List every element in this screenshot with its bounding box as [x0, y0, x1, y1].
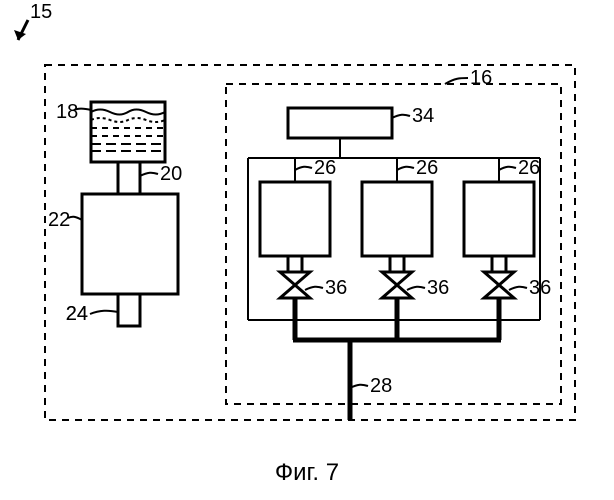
label-24: 24	[66, 303, 88, 325]
valve-b: 36	[382, 256, 449, 299]
label-26a: 26	[314, 157, 336, 179]
label-15: 15	[30, 1, 52, 23]
valve-a: 36	[280, 256, 347, 299]
figure-caption: Фиг. 7	[275, 459, 339, 486]
block-c: 26	[464, 157, 540, 256]
reservoir: 18	[56, 101, 165, 162]
label-20: 20	[160, 163, 182, 185]
label-16: 16	[470, 67, 492, 89]
label-26c: 26	[518, 157, 540, 179]
label-26b: 26	[416, 157, 438, 179]
valve-c: 36	[484, 256, 551, 299]
outlet-24: 24 24	[66, 294, 140, 326]
label-22: 22	[48, 209, 70, 231]
block-a: 26	[260, 157, 336, 256]
block-b: 26	[362, 157, 438, 256]
outer-enclosure	[45, 65, 575, 420]
label-36a: 36	[325, 277, 347, 299]
pipe-20: 20	[118, 162, 182, 194]
label-28: 28	[370, 375, 392, 397]
label-36c: 36	[529, 277, 551, 299]
label-34: 34	[412, 105, 434, 127]
manifold: 28	[293, 298, 501, 420]
label-36b: 36	[427, 277, 449, 299]
figure-ref-arrow: 15	[14, 1, 52, 40]
pump: 22	[48, 194, 178, 294]
label-18: 18	[56, 101, 78, 123]
